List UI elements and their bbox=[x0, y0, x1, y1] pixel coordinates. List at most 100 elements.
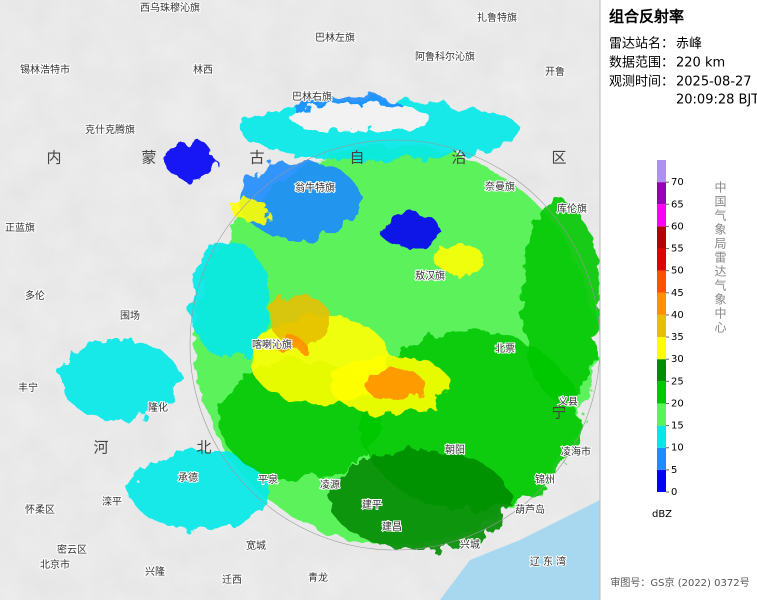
color-bin bbox=[657, 226, 666, 249]
tick-label: 40 bbox=[671, 310, 684, 321]
place-label: 隆化 bbox=[148, 401, 168, 414]
place-label: 朝阳 bbox=[445, 444, 465, 456]
place-label: 怀柔区 bbox=[25, 504, 55, 516]
color-bin bbox=[657, 469, 666, 492]
tick-label: 30 bbox=[671, 354, 684, 365]
station-label: 雷达站名： bbox=[609, 36, 674, 52]
tick-label: 5 bbox=[671, 465, 677, 476]
place-label: 翁牛特旗 bbox=[295, 181, 335, 194]
place-label: 林西 bbox=[193, 63, 213, 76]
tick-label: 60 bbox=[671, 221, 684, 232]
place-label: 凌源 bbox=[320, 478, 340, 491]
color-bin bbox=[657, 337, 666, 360]
place-label: 平泉 bbox=[258, 473, 278, 486]
place-label: 西乌珠穆沁旗 bbox=[140, 1, 200, 14]
region-label: 北 bbox=[196, 439, 213, 457]
tick-label: 0 bbox=[671, 487, 677, 498]
region-label: 内 bbox=[46, 149, 63, 167]
echo-cell bbox=[380, 212, 440, 248]
place-label: 围场 bbox=[120, 309, 140, 322]
place-label: 迁西 bbox=[222, 574, 242, 586]
region-label: 治 bbox=[451, 149, 468, 167]
time: 20:09:28 BJT bbox=[676, 93, 757, 108]
place-label: 青龙 bbox=[308, 571, 328, 584]
place-label: 凌海市 bbox=[561, 445, 591, 458]
clear-area bbox=[290, 104, 430, 132]
place-label: 密云区 bbox=[57, 543, 87, 556]
color-bin bbox=[657, 248, 666, 271]
place-label: 兴城 bbox=[460, 539, 480, 551]
place-label: 辽 东 湾 bbox=[530, 555, 566, 568]
tick-label: 55 bbox=[671, 244, 684, 255]
color-bin bbox=[657, 204, 666, 227]
region-label: 古 bbox=[249, 149, 266, 167]
radar-echo bbox=[60, 95, 600, 550]
place-label: 克什克腾旗 bbox=[85, 123, 135, 136]
echo-cell bbox=[330, 450, 510, 550]
color-bin bbox=[657, 270, 666, 293]
tick-label: 15 bbox=[671, 421, 684, 432]
echo-cell bbox=[520, 200, 600, 400]
echo-cell bbox=[270, 295, 330, 345]
place-label: 喀喇沁旗 bbox=[252, 338, 292, 351]
color-bin bbox=[657, 182, 666, 205]
place-label: 扎鲁特旗 bbox=[477, 11, 517, 24]
place-label: 宽城 bbox=[246, 539, 266, 552]
place-label: 锦州 bbox=[535, 473, 555, 486]
echo-cell bbox=[365, 370, 425, 400]
place-label: 阿鲁科尔沁旗 bbox=[415, 50, 475, 63]
place-label: 库伦旗 bbox=[557, 202, 587, 215]
place-label: 建平 bbox=[362, 498, 382, 511]
tick-label: 50 bbox=[671, 266, 684, 277]
tick-label: 20 bbox=[671, 398, 684, 409]
color-bin bbox=[657, 160, 666, 183]
place-label: 葫芦岛 bbox=[515, 503, 545, 516]
info-panel bbox=[600, 0, 757, 600]
station: 赤峰 bbox=[676, 37, 702, 52]
echo-cell bbox=[190, 240, 270, 360]
region-label: 宁 bbox=[551, 404, 568, 422]
date: 2025-08-27 bbox=[676, 75, 752, 90]
place-label: 滦平 bbox=[102, 495, 122, 508]
legend-unit: dBZ bbox=[652, 509, 672, 520]
panel-title: 组合反射率 bbox=[609, 8, 684, 26]
tick-label: 70 bbox=[671, 177, 684, 188]
place-label: 正蓝旗 bbox=[5, 221, 35, 234]
echo-cell bbox=[232, 198, 268, 222]
color-bin bbox=[657, 314, 666, 338]
place-label: 锡林浩特市 bbox=[20, 63, 70, 76]
range-ring bbox=[189, 139, 600, 551]
color-bin bbox=[657, 292, 666, 315]
tick-label: 45 bbox=[671, 288, 684, 299]
place-label: 巴林右旗 bbox=[292, 90, 332, 103]
echo-cell bbox=[275, 337, 305, 353]
place-label: 义县 bbox=[558, 396, 578, 408]
tick-label: 25 bbox=[671, 376, 684, 387]
region-label: 区 bbox=[551, 149, 568, 167]
place-label: 巴林左旗 bbox=[315, 31, 355, 44]
place-label: 开鲁 bbox=[545, 65, 565, 78]
range: 220 km bbox=[676, 56, 725, 71]
range-label: 数据范围： bbox=[609, 56, 674, 71]
region-label: 蒙 bbox=[141, 149, 158, 167]
color-bin bbox=[657, 425, 666, 448]
region-label: 河 bbox=[93, 439, 110, 457]
echo-cell bbox=[240, 160, 360, 240]
colorbar: 0 5 10 15 20 25 30 35 40 45 50 55 60 65 70 bbox=[657, 160, 684, 498]
place-label: 敖汉旗 bbox=[415, 269, 445, 282]
tick-label: 35 bbox=[671, 332, 684, 343]
color-bin bbox=[657, 403, 666, 426]
place-label: 建昌 bbox=[382, 520, 402, 533]
footer: 审图号：GS京 (2022) 0372号 bbox=[610, 576, 749, 589]
echo-cell bbox=[130, 450, 270, 530]
place-label: 北票 bbox=[495, 343, 515, 355]
sea bbox=[440, 500, 600, 600]
color-bin bbox=[657, 381, 666, 404]
color-bin bbox=[657, 359, 666, 382]
echo-cell bbox=[435, 245, 485, 275]
place-label: 奈曼旗 bbox=[485, 180, 515, 193]
place-label: 兴隆 bbox=[145, 565, 165, 578]
